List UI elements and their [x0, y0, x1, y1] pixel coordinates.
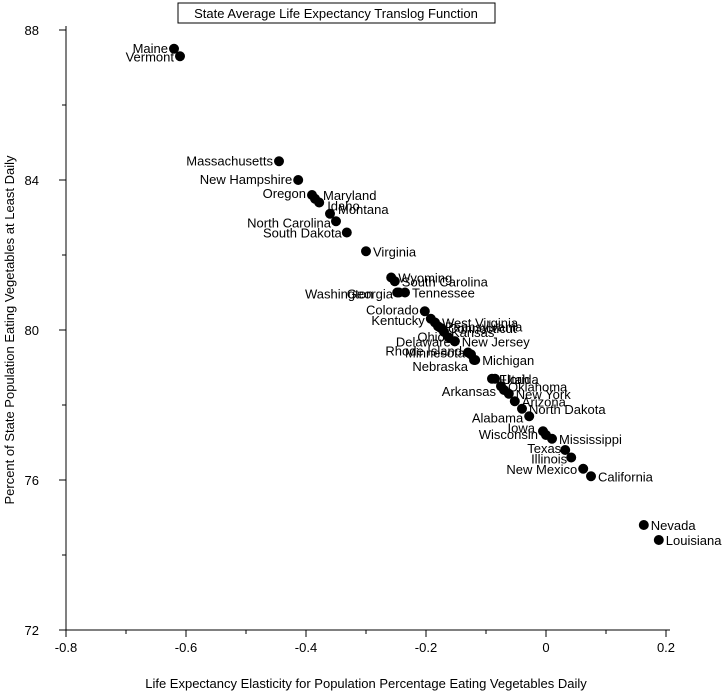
point-label: Louisiana	[666, 533, 722, 548]
point-label: Utah	[502, 372, 529, 387]
x-tick-label: -0.8	[55, 640, 77, 655]
x-tick-label: -0.6	[175, 640, 197, 655]
point-label: Iowa	[508, 420, 536, 435]
data-point	[503, 388, 514, 399]
data-point	[547, 433, 557, 444]
point-label: Maryland	[323, 188, 376, 203]
point-label: Georgia	[347, 287, 394, 302]
point-label: Rhode Island	[385, 344, 462, 359]
point-label: Texas	[527, 441, 561, 456]
data-point	[578, 463, 589, 474]
point-label: California	[598, 469, 654, 484]
data-point	[490, 373, 500, 384]
y-tick-label: 80	[25, 323, 39, 338]
data-point	[331, 216, 341, 227]
point-label: Connecticut	[448, 321, 517, 336]
data-point	[517, 403, 527, 414]
axes: -0.8 -0.6 -0.4 -0.2 0 0.2 72 76 80 84 88	[25, 23, 676, 655]
data-point	[293, 175, 304, 185]
point-label: Nevada	[651, 518, 697, 533]
x-tick-label: 0.2	[657, 640, 675, 655]
x-axis-label: Life Expectancy Elasticity for Populatio…	[145, 676, 587, 691]
point-label: Oregon	[263, 186, 306, 201]
data-point	[653, 535, 664, 545]
data-point	[469, 355, 479, 365]
data-point	[341, 227, 352, 238]
point-label: Wisconsin	[479, 427, 538, 442]
point-label: Arkansas	[442, 384, 497, 399]
data-point	[524, 411, 535, 422]
y-tick-label: 84	[25, 173, 39, 188]
point-label: Illinois	[531, 452, 568, 467]
data-point	[325, 208, 335, 219]
data-point	[274, 156, 284, 167]
point-label: Kentucky	[371, 313, 425, 328]
point-label: Mississippi	[559, 432, 622, 447]
point-label: Oklahoma	[508, 379, 568, 394]
point-label: South Carolina	[402, 274, 489, 289]
point-label: Massachusetts	[186, 153, 273, 168]
point-label: Washington	[305, 287, 373, 302]
data-point	[400, 287, 410, 298]
point-label: Pennsylvania	[445, 319, 523, 334]
data-point	[586, 471, 596, 482]
point-label: Colorado	[366, 302, 419, 317]
point-label: South Dakota	[263, 226, 343, 241]
point-label: Delaware	[396, 334, 451, 349]
point-label: Alabama	[472, 410, 524, 425]
point-label: New Hampshire	[200, 172, 292, 187]
point-label: Michigan	[482, 353, 534, 368]
data-point	[169, 43, 179, 54]
x-tick-label: -0.4	[295, 640, 317, 655]
chart-title-box: State Average Life Expectancy Translog F…	[177, 2, 496, 24]
point-label: Nebraska	[412, 359, 468, 374]
y-tick-label: 72	[25, 623, 39, 638]
data-point	[560, 445, 571, 455]
data-point	[566, 452, 577, 463]
point-label: Montana	[338, 202, 389, 217]
point-label: North Dakota	[529, 402, 606, 417]
point-label: Tennessee	[412, 286, 475, 301]
point-label: New Jersey	[462, 334, 530, 349]
data-point	[389, 276, 400, 287]
point-label: Maine	[133, 41, 168, 56]
y-tick-label: 88	[25, 23, 39, 38]
point-label: New York	[516, 387, 571, 402]
point-label: West Virginia	[442, 316, 519, 331]
x-tick-label: -0.2	[415, 640, 437, 655]
point-label: Virginia	[373, 244, 417, 259]
y-tick-label: 76	[25, 473, 39, 488]
chart-title: State Average Life Expectancy Translog F…	[194, 6, 478, 21]
point-label: North Carolina	[247, 215, 332, 230]
point-label: New Mexico	[506, 462, 577, 477]
point-label: Ohio	[417, 330, 444, 345]
point-label: Arizona	[522, 394, 567, 409]
data-point	[361, 246, 371, 257]
data-point	[314, 197, 325, 208]
data-point	[449, 336, 460, 347]
y-axis-label: Percent of State Population Eating Veget…	[2, 155, 17, 505]
point-label: Minnesota	[405, 345, 466, 360]
point-label: Vermont	[126, 49, 175, 64]
data-point	[175, 51, 185, 62]
point-label: Florida	[499, 372, 540, 387]
data-point	[638, 520, 649, 530]
data-points	[169, 43, 664, 545]
point-label: Kansas	[451, 325, 495, 340]
data-point	[419, 306, 430, 317]
point-label: Idaho	[327, 199, 360, 214]
data-point	[509, 396, 520, 407]
point-label: Wyoming	[398, 271, 452, 286]
x-tick-label: 0	[542, 640, 549, 655]
